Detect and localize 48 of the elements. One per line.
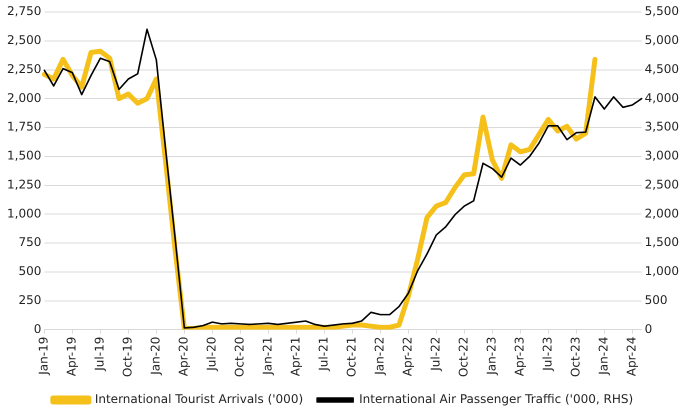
y2-tick-label: 1,500 bbox=[644, 235, 680, 250]
y2-tick-label: 5,500 bbox=[644, 4, 680, 18]
x-tick-label: Apr-23 bbox=[512, 336, 526, 376]
x-tick-label: Jan-19 bbox=[36, 336, 50, 376]
legend-label: International Air Passenger Traffic ('000, RHS) bbox=[359, 392, 634, 406]
y2-tick-label: 0 bbox=[644, 322, 652, 336]
y2-tick-label: 4,000 bbox=[644, 90, 680, 105]
x-tick-label: Jul-23 bbox=[540, 336, 554, 372]
x-tick-label: Oct-22 bbox=[456, 336, 470, 378]
y-tick-label: 1,500 bbox=[6, 148, 42, 163]
x-tick-label: Oct-20 bbox=[232, 336, 246, 378]
x-tick-label: Jul-22 bbox=[428, 336, 442, 372]
x-tick-label: Jan-21 bbox=[260, 336, 274, 376]
y-tick-label: 2,500 bbox=[6, 33, 42, 47]
y-tick-label: 2,250 bbox=[6, 62, 42, 76]
y2-tick-label: 2,000 bbox=[644, 206, 680, 220]
y2-tick-label: 2,500 bbox=[644, 177, 680, 192]
y2-tick-label: 3,000 bbox=[644, 148, 680, 163]
y-tick-label: 500 bbox=[18, 264, 42, 278]
y-tick-label: 2,000 bbox=[6, 90, 42, 105]
legend-label: International Tourist Arrivals ('000) bbox=[94, 392, 304, 406]
y2-tick-label: 500 bbox=[644, 292, 668, 307]
y-tick-label: 1,750 bbox=[6, 120, 42, 134]
x-tick-label: Jan-22 bbox=[372, 336, 386, 376]
x-tick-label: Jan-24 bbox=[596, 336, 610, 376]
x-tick-label: Jul-20 bbox=[204, 336, 218, 372]
x-tick-label: Apr-19 bbox=[64, 336, 78, 376]
y2-tick-label: 4,500 bbox=[644, 62, 680, 76]
x-tick-label: Jan-23 bbox=[484, 336, 498, 376]
x-tick-label: Apr-20 bbox=[176, 336, 190, 376]
x-tick-label: Jul-19 bbox=[92, 336, 106, 372]
y-tick-label: 0 bbox=[34, 322, 42, 336]
x-tick-label: Apr-21 bbox=[288, 336, 302, 376]
x-tick-label: Oct-21 bbox=[344, 336, 358, 378]
y-tick-label: 1,250 bbox=[6, 177, 42, 192]
y-tick-label: 750 bbox=[18, 235, 42, 250]
x-tick-label: Oct-23 bbox=[568, 336, 582, 378]
x-tick-label: Apr-22 bbox=[400, 336, 414, 376]
x-tick-label: Apr-24 bbox=[624, 336, 638, 376]
y-tick-label: 1,000 bbox=[6, 206, 42, 220]
y-tick-label: 2,750 bbox=[6, 4, 42, 18]
y2-tick-label: 1,000 bbox=[644, 264, 680, 278]
y2-tick-label: 3,500 bbox=[644, 120, 680, 134]
y2-tick-label: 5,000 bbox=[644, 33, 680, 47]
x-tick-label: Jan-20 bbox=[148, 336, 162, 376]
y-tick-label: 250 bbox=[18, 292, 42, 307]
x-tick-label: Oct-19 bbox=[120, 336, 134, 378]
x-tick-label: Jul-21 bbox=[316, 336, 330, 372]
